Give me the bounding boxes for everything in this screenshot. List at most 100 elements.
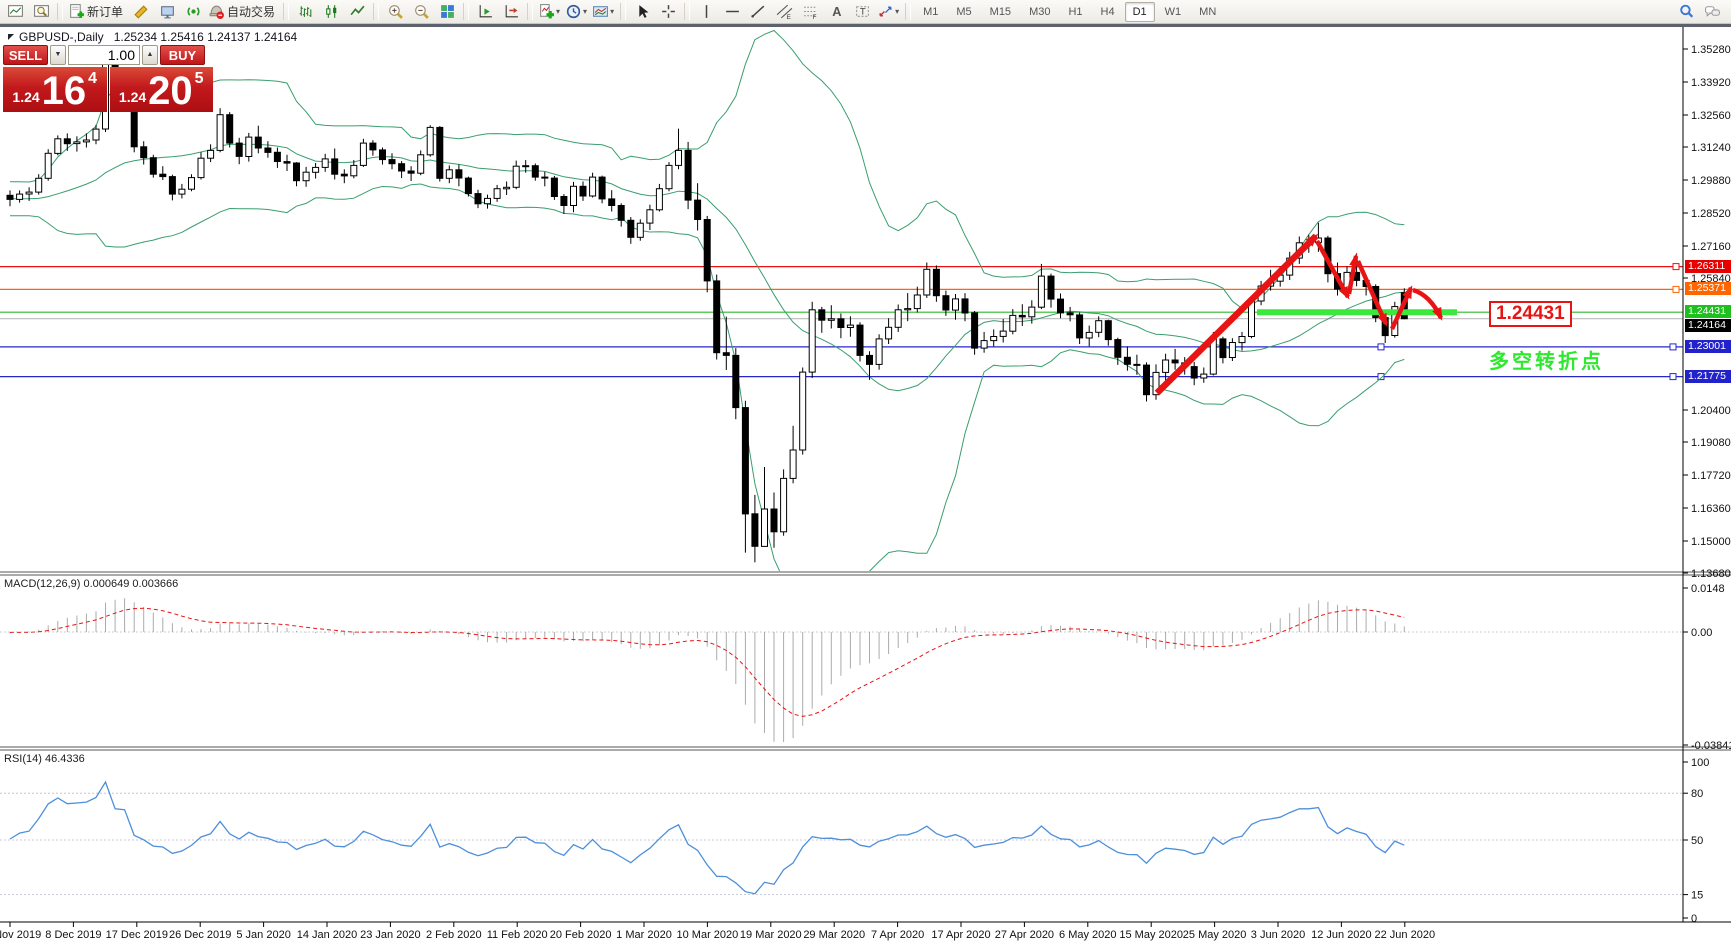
indicators-button[interactable]: ▾ xyxy=(536,1,563,23)
line-chart-button[interactable] xyxy=(344,1,370,23)
horizontal-line-icon xyxy=(725,10,739,13)
toolbar-separator xyxy=(373,3,380,20)
timeframe-w1[interactable]: W1 xyxy=(1164,5,1182,18)
svg-text:29 Mar 2020: 29 Mar 2020 xyxy=(803,929,865,941)
timeframe-h1[interactable]: H1 xyxy=(1068,5,1083,18)
community-chat-button[interactable] xyxy=(1699,1,1725,23)
new-chart-button[interactable] xyxy=(2,1,28,23)
periods-button[interactable]: ▾ xyxy=(563,1,590,23)
turning-point-note[interactable]: 多空转折点 xyxy=(1489,351,1604,373)
price-label-1.26311: 1.26311 xyxy=(1685,260,1731,273)
new-chart-icon xyxy=(7,5,23,17)
chart-shift-button[interactable] xyxy=(498,1,524,23)
zoom-in-button[interactable] xyxy=(382,1,408,23)
timeframe-d1[interactable]: D1 xyxy=(1124,1,1155,22)
arrow-tools-icon xyxy=(879,6,892,17)
auto-trading-label: 自动交易 xyxy=(227,5,276,19)
candlestick-chart-icon xyxy=(325,5,336,18)
new-order-button[interactable]: 新订单 xyxy=(66,1,128,23)
svg-text:27 Apr 2020: 27 Apr 2020 xyxy=(995,929,1054,941)
equidistant-channel-button[interactable]: E xyxy=(771,1,797,23)
svg-text:100: 100 xyxy=(1691,757,1709,769)
text-button[interactable]: A xyxy=(823,1,849,23)
templates-button[interactable]: ▾ xyxy=(590,1,617,23)
buy-button[interactable]: BUY xyxy=(160,45,205,65)
timeframe-m1[interactable]: M1 xyxy=(923,5,939,18)
toolbar-separator xyxy=(463,3,470,20)
price-label-1.21775: 1.21775 xyxy=(1685,370,1731,383)
sell-button[interactable]: SELL xyxy=(3,45,48,65)
periods-dropdown-icon[interactable]: ▾ xyxy=(583,7,588,16)
vertical-line-button[interactable] xyxy=(693,1,719,23)
svg-text:1.28520: 1.28520 xyxy=(1691,208,1731,220)
bar-chart-icon xyxy=(299,6,311,17)
one-click-trading-panel: SELL ▼ ▲ BUY 1.24 16 4 1.24 20 5 xyxy=(3,45,213,112)
candlestick-chart-button[interactable] xyxy=(318,1,344,23)
indicators-dropdown-icon[interactable]: ▾ xyxy=(556,7,561,16)
text-label-button[interactable]: T xyxy=(849,1,875,23)
sell-price-tile[interactable]: 1.24 16 4 xyxy=(3,67,107,112)
indicators-icon xyxy=(540,4,554,19)
horizontal-line-button[interactable] xyxy=(719,1,745,23)
chart-title: GBPUSD-,Daily 1.25234 1.25416 1.24137 1.… xyxy=(8,30,297,44)
cursor-button[interactable] xyxy=(629,1,655,23)
svg-text:3 Jun 2020: 3 Jun 2020 xyxy=(1251,929,1305,941)
terminal-icon xyxy=(160,6,174,19)
svg-text:E: E xyxy=(786,14,790,20)
text-icon: A xyxy=(832,4,841,19)
svg-text:F: F xyxy=(812,14,816,20)
svg-text:12 Jun 2020: 12 Jun 2020 xyxy=(1311,929,1372,941)
price-label-1.23001: 1.23001 xyxy=(1685,340,1731,353)
price-annotation-box[interactable]: 1.24431 xyxy=(1489,301,1572,327)
trendline-icon xyxy=(750,5,764,18)
equidistant-channel-icon: E xyxy=(776,4,792,20)
timeframe-m5[interactable]: M5 xyxy=(956,5,972,18)
fibonacci-retracement-button[interactable]: F xyxy=(797,1,823,23)
sell-price-big: 16 xyxy=(41,69,87,113)
arrow-tools-dropdown-icon[interactable]: ▾ xyxy=(895,7,900,16)
zoom-out-button[interactable] xyxy=(408,1,434,23)
bar-chart-button[interactable] xyxy=(292,1,318,23)
volume-up-button[interactable]: ▲ xyxy=(142,45,158,65)
timeframe-mn[interactable]: MN xyxy=(1199,5,1217,18)
buy-price-tile[interactable]: 1.24 20 5 xyxy=(109,67,213,112)
svg-text:1.33920: 1.33920 xyxy=(1691,77,1731,89)
svg-text:15 May 2020: 15 May 2020 xyxy=(1119,929,1183,941)
timeframe-m30[interactable]: M30 xyxy=(1029,5,1051,18)
timeframe-m15[interactable]: M15 xyxy=(989,5,1012,18)
metaeditor-button[interactable] xyxy=(128,1,154,23)
auto-trading-icon xyxy=(209,5,224,19)
fibonacci-retracement-icon: F xyxy=(803,6,817,20)
tile-windows-icon xyxy=(440,5,454,18)
auto-scroll-icon xyxy=(479,5,492,18)
svg-text:15: 15 xyxy=(1691,890,1703,902)
toolbar-separator xyxy=(905,3,912,20)
timeframe-h4[interactable]: H4 xyxy=(1100,5,1115,18)
auto-scroll-button[interactable] xyxy=(472,1,498,23)
line-chart-icon xyxy=(350,5,365,16)
rsi-indicator-label: RSI(14) 46.4336 xyxy=(4,753,85,765)
search-button[interactable] xyxy=(1673,1,1699,23)
arrow-tools-button[interactable]: ▾ xyxy=(875,1,902,23)
signals-button[interactable] xyxy=(180,1,206,23)
tile-windows-button[interactable] xyxy=(434,1,460,23)
svg-text:1.32560: 1.32560 xyxy=(1691,110,1731,122)
sell-price-prefix: 1.24 xyxy=(12,89,40,105)
price-label-1.24164: 1.24164 xyxy=(1685,319,1731,332)
svg-text:T: T xyxy=(859,7,865,18)
svg-text:25 May 2020: 25 May 2020 xyxy=(1183,929,1247,941)
templates-dropdown-icon[interactable]: ▾ xyxy=(610,7,615,16)
auto-trading-button[interactable]: 自动交易 xyxy=(206,1,280,23)
price-label-1.25371: 1.25371 xyxy=(1685,282,1731,295)
volume-input[interactable] xyxy=(68,45,140,65)
svg-text:1.31240: 1.31240 xyxy=(1691,142,1731,154)
svg-text:26 Dec 2019: 26 Dec 2019 xyxy=(169,929,231,941)
terminal-button[interactable] xyxy=(154,1,180,23)
svg-text:11 Feb 2020: 11 Feb 2020 xyxy=(487,929,548,941)
crosshair-button[interactable] xyxy=(655,1,681,23)
trendline-button[interactable] xyxy=(745,1,771,23)
data-window-button[interactable] xyxy=(28,1,54,23)
buy-price-prefix: 1.24 xyxy=(118,89,147,105)
volume-down-button[interactable]: ▼ xyxy=(50,45,66,65)
